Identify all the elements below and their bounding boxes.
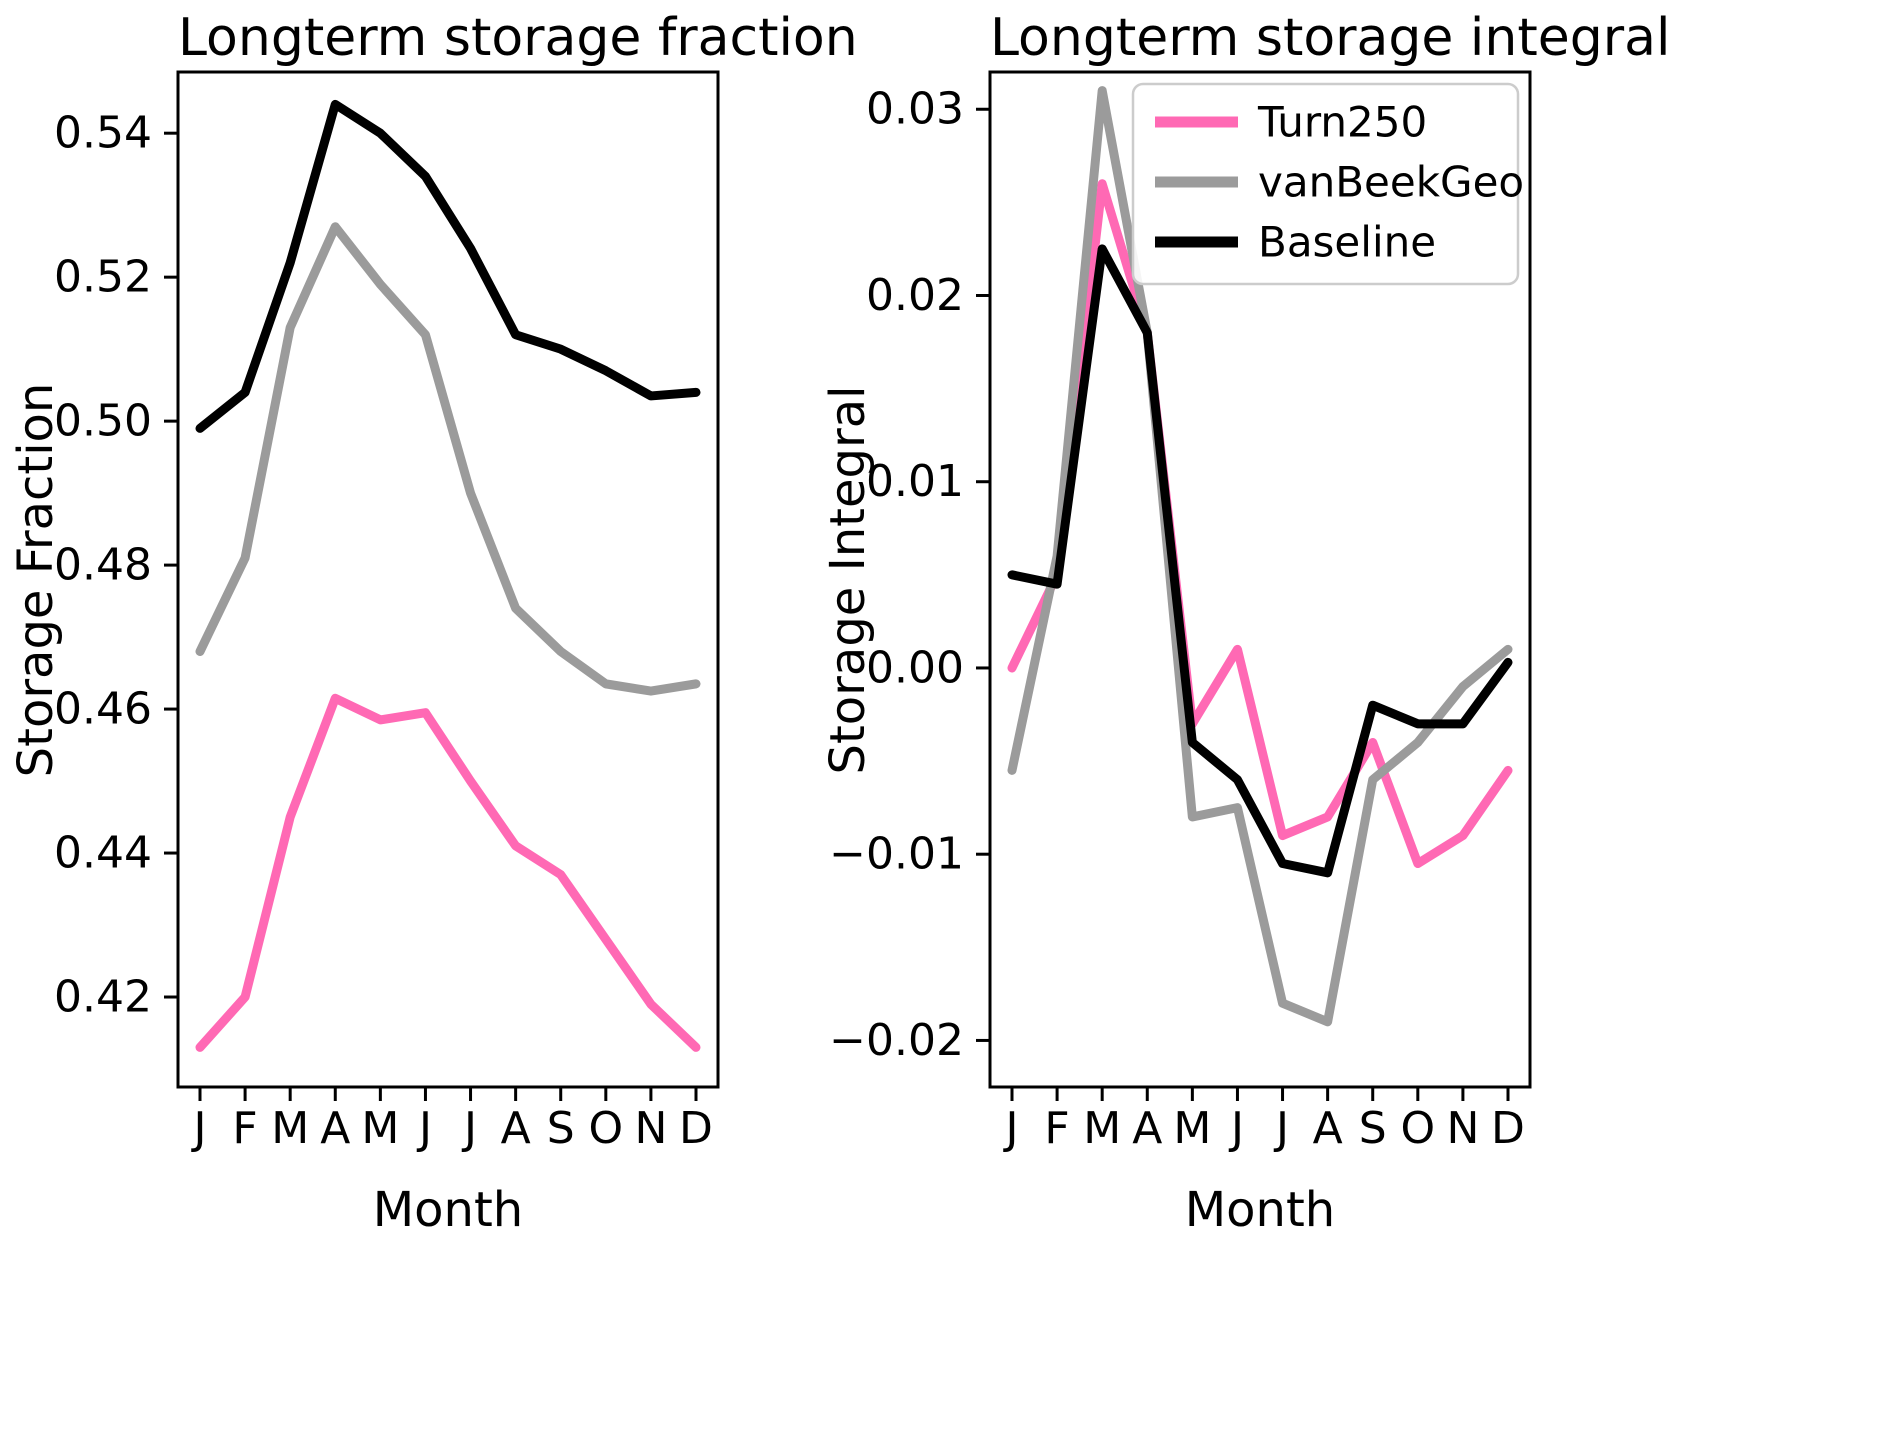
- series-line-Turn250: [1007, 179, 1513, 869]
- legend-label-Turn250: Turn250: [1257, 98, 1427, 147]
- legend-box: [1131, 82, 1520, 286]
- storage-fraction-figure: Longterm storage fraction Storage Fracti…: [0, 0, 880, 1451]
- x-tick-label: N: [634, 1103, 667, 1154]
- integral-plot-area: −0.02−0.010.000.010.020.03J F M A M J J A S O N DTu…: [829, 70, 1532, 1154]
- y-tick-label: 0.01: [866, 456, 964, 507]
- fraction-plot-area: 0.420.440.460.480.500.520.54J F M A M J J A S O N D: [54, 70, 720, 1154]
- x-tick-label: A: [501, 1103, 531, 1154]
- x-tick-label: S: [1359, 1103, 1387, 1154]
- legend-label-Baseline: Baseline: [1258, 218, 1436, 267]
- x-tick-label: J: [416, 1103, 432, 1154]
- x-tick-label: D: [1491, 1103, 1525, 1154]
- y-tick-label: 0.44: [54, 828, 152, 879]
- y-tick-label: 0.52: [54, 252, 152, 303]
- x-tick-label: M: [271, 1103, 309, 1154]
- x-tick-label: A: [1313, 1103, 1343, 1154]
- y-tick-label: 0.00: [866, 642, 964, 693]
- y-tick-label: 0.46: [54, 684, 152, 735]
- x-axis-label-fraction: Month: [372, 1182, 524, 1238]
- storage-integral-figure: Longterm storage integral Storage Integr…: [812, 0, 1692, 1451]
- y-tick-label: 0.54: [54, 108, 152, 159]
- x-tick-label: M: [1083, 1103, 1121, 1154]
- x-tick-label: J: [1273, 1103, 1289, 1154]
- x-tick-label: S: [547, 1103, 575, 1154]
- x-axis-label-integral: Month: [1184, 1182, 1336, 1238]
- series-line-vanBeekGeo: [195, 222, 701, 696]
- x-tick-label: O: [1400, 1103, 1435, 1154]
- axes-frame: [176, 70, 720, 1089]
- x-tick-label: F: [1044, 1103, 1069, 1154]
- x-tick-label: A: [320, 1103, 350, 1154]
- y-tick-label: 0.48: [54, 540, 152, 591]
- x-tick-label: J: [1003, 1103, 1019, 1154]
- x-tick-label: D: [679, 1103, 713, 1154]
- y-tick-label: −0.02: [829, 1015, 964, 1066]
- y-tick-label: −0.01: [829, 829, 964, 880]
- y-tick-label: 0.50: [54, 396, 152, 447]
- series-line-vanBeekGeo: [1007, 86, 1513, 1027]
- series-line-Baseline: [195, 99, 701, 433]
- legend-label-vanBeekGeo: vanBeekGeo: [1258, 158, 1524, 207]
- x-tick-label: F: [232, 1103, 257, 1154]
- series-line-Baseline: [1007, 244, 1513, 878]
- x-tick-label: J: [1228, 1103, 1244, 1154]
- x-tick-label: O: [588, 1103, 623, 1154]
- series-line-Turn250: [195, 693, 701, 1052]
- x-tick-label: M: [361, 1103, 399, 1154]
- x-tick-label: J: [461, 1103, 477, 1154]
- x-tick-label: M: [1173, 1103, 1211, 1154]
- x-tick-label: N: [1446, 1103, 1479, 1154]
- y-tick-label: 0.03: [866, 84, 964, 135]
- y-tick-label: 0.42: [54, 972, 152, 1023]
- x-tick-label: J: [191, 1103, 207, 1154]
- axes-frame: [988, 70, 1532, 1089]
- x-tick-label: A: [1132, 1103, 1162, 1154]
- y-tick-label: 0.02: [866, 270, 964, 321]
